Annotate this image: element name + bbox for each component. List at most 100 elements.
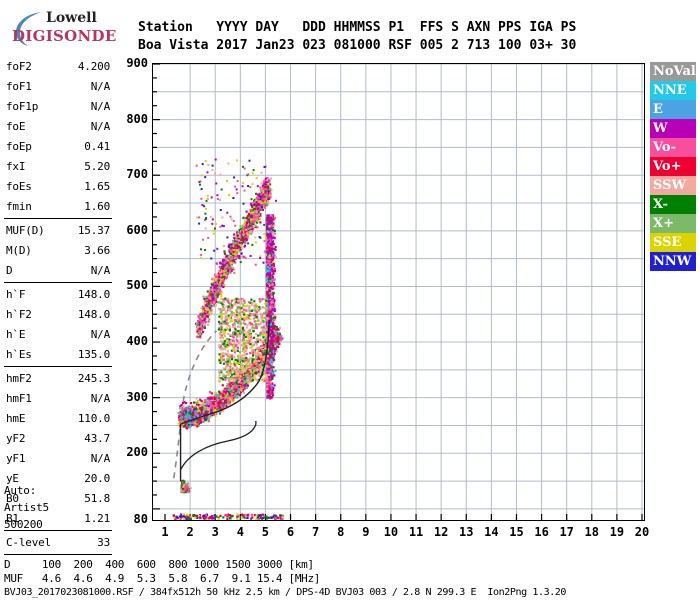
param-key: yF1 (6, 452, 26, 465)
param-value: N/A (90, 80, 110, 93)
param-value: 148.0 (77, 288, 110, 301)
param-value: N/A (90, 264, 110, 277)
param-key: hmE (6, 412, 26, 425)
x-axis-tick-label: 1 (161, 525, 169, 539)
auto-scaling-info: Auto: Artist5 500200 (4, 482, 49, 533)
param-key: fmin (6, 200, 32, 213)
x-axis-tick-label: 14 (484, 525, 499, 539)
station-header: Station YYYY DAY DDD HHMMSS P1 FFS S AXN… (138, 20, 576, 56)
param-key: h`E (6, 328, 26, 341)
legend-item-sse[interactable]: SSE (650, 233, 696, 252)
x-axis-tick-label: 2 (186, 525, 194, 539)
param-value: 1.21 (84, 512, 110, 525)
legend-item-nne[interactable]: NNE (650, 81, 696, 100)
x-axis-tick-label: 5 (261, 525, 270, 539)
param-row: hmF1 N/A (4, 389, 112, 409)
legend-item-w[interactable]: W (650, 119, 696, 138)
param-row: fmin 1.60 (4, 197, 112, 217)
ordinary-trace-line (179, 319, 270, 482)
echo-scatter-points (172, 158, 284, 520)
param-value: 1.60 (84, 200, 110, 213)
legend-item-noval[interactable]: NoVal (650, 62, 696, 81)
x-axis-tick-label: 12 (433, 525, 449, 539)
param-key: D (6, 264, 13, 277)
param-row: yF1 N/A (4, 449, 112, 469)
legend-item-e[interactable]: E (650, 100, 696, 119)
x-axis-tick-label: 11 (408, 525, 424, 539)
param-value: 245.3 (77, 372, 110, 385)
x-axis-tick-label: 4 (236, 525, 244, 539)
footer-d-row: D 100 200 400 600 800 1000 1500 3000 [km… (4, 558, 314, 571)
param-value: 1.65 (84, 180, 110, 193)
table-divider (4, 282, 112, 283)
param-key: B0 (6, 492, 19, 505)
param-key: h`Es (6, 348, 32, 361)
y-axis-tick-label: 700 (126, 167, 148, 182)
footer-file-row: BVJ03_2017023081000.RSF / 384fx512h 50 k… (4, 587, 567, 598)
param-row: hmE 110.0 (4, 409, 112, 429)
legend-item-x[interactable]: X+ (650, 214, 696, 233)
param-row: foF2 4.200 (4, 57, 112, 77)
param-row: foF1 N/A (4, 77, 112, 97)
param-key: C-level (6, 536, 51, 549)
param-value: 43.7 (84, 432, 110, 445)
axis-ticks (153, 64, 643, 520)
ionogram-plot[interactable] (152, 63, 645, 521)
param-row: yF2 43.7 (4, 429, 112, 449)
auto-line: 500200 (4, 518, 43, 531)
plot-gridlines (153, 64, 644, 520)
param-row: hmF2 245.3 (4, 369, 112, 389)
legend-item-vo[interactable]: Vo- (650, 138, 696, 157)
electron-density-profile-line (179, 421, 257, 471)
table-divider (4, 554, 112, 555)
x-axis-tick-label: 9 (362, 525, 370, 539)
legend-item-ssw[interactable]: SSW (650, 176, 696, 195)
param-key: fxI (6, 160, 26, 173)
ionogram-canvas (153, 64, 644, 520)
param-row: D N/A (4, 261, 112, 281)
param-key: foEs (6, 180, 32, 193)
x-axis-tick-label: 10 (383, 525, 399, 539)
x-axis-tick-label: 20 (634, 525, 650, 539)
table-divider (4, 530, 112, 531)
table-divider (4, 366, 112, 367)
param-key: h`F (6, 288, 26, 301)
header-labels-row: Station YYYY DAY DDD HHMMSS P1 FFS S AXN… (138, 20, 577, 35)
lowell-digisonde-logo: Lowell DIGISONDE (6, 8, 126, 48)
y-axis-tick-label: 80 (133, 512, 148, 526)
y-axis-tick-label: 800 (126, 111, 148, 126)
param-row: fxI 5.20 (4, 157, 112, 177)
param-row: foF1p N/A (4, 97, 112, 117)
param-key: foF1 (6, 80, 32, 93)
param-row: h`E N/A (4, 325, 112, 345)
legend-item-nnw[interactable]: NNW (650, 252, 696, 271)
polarization-legend: NoVal NNE E W Vo- Vo+ SSW X- X+ SSE NNW (650, 62, 696, 271)
param-row: foEs 1.65 (4, 177, 112, 197)
param-value: 3.66 (84, 244, 110, 257)
y-axis-tick-label: 200 (126, 445, 148, 460)
param-value: N/A (90, 452, 110, 465)
param-key: foE (6, 120, 26, 133)
param-value: N/A (90, 392, 110, 405)
param-value: 135.0 (77, 348, 110, 361)
auto-line: Auto: (4, 484, 37, 497)
true-height-profile-dashed (172, 330, 218, 479)
x-axis-tick-label: 15 (509, 525, 524, 539)
param-row: M(D) 3.66 (4, 241, 112, 261)
legend-item-vo[interactable]: Vo+ (650, 157, 696, 176)
x-axis-tick-label: 13 (459, 525, 474, 539)
table-divider (4, 218, 112, 219)
param-key: yF2 (6, 432, 26, 445)
header-values-row: Boa Vista 2017 Jan23 023 081000 RSF 005 … (138, 38, 577, 53)
param-row: h`F 148.0 (4, 285, 112, 305)
x-axis-tick-label: 8 (337, 525, 345, 539)
footer-info: D 100 200 400 600 800 1000 1500 3000 [km… (4, 558, 566, 600)
param-value: 148.0 (77, 308, 110, 321)
y-axis-tick-label: 600 (126, 222, 148, 237)
param-key: MUF(D) (6, 224, 45, 237)
param-key: hmF1 (6, 392, 32, 405)
legend-item-x[interactable]: X- (650, 195, 696, 214)
x-axis-tick-label: 7 (312, 525, 320, 539)
param-value: N/A (90, 120, 110, 133)
x-axis-tick-label: 19 (609, 525, 625, 539)
